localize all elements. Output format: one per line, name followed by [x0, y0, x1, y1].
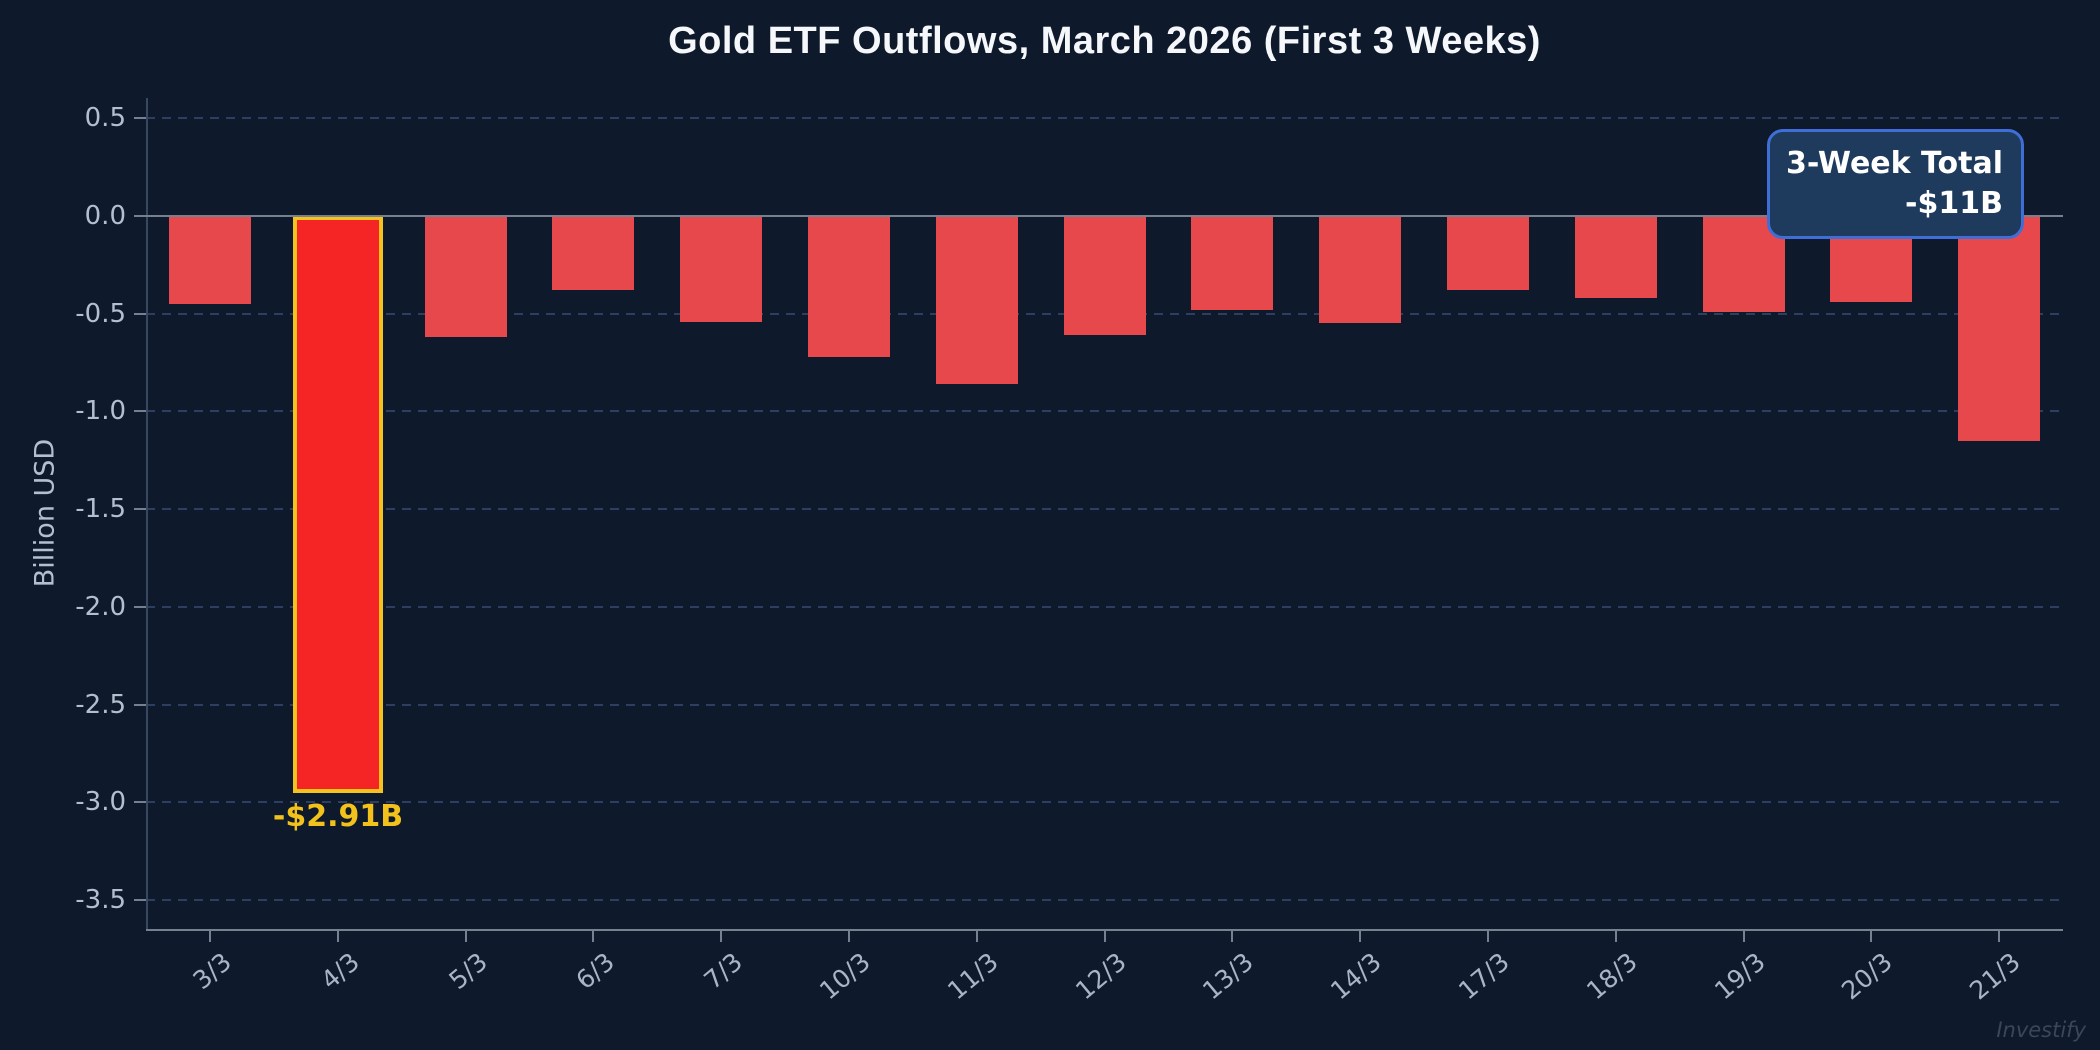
bar-18/3[interactable] — [1575, 216, 1657, 298]
gridline--3.0 — [146, 801, 2063, 804]
bar-12/3[interactable] — [1064, 216, 1146, 335]
x-tick-label-14/3: 14/3 — [1324, 947, 1387, 1006]
zero-line — [146, 215, 2063, 217]
gridline--2.5 — [146, 703, 2063, 706]
y-tick-label--2.0: -2.0 — [75, 591, 126, 622]
bar-11/3[interactable] — [936, 216, 1018, 384]
x-tick-21/3 — [1998, 931, 2000, 942]
x-tick-6/3 — [592, 931, 594, 942]
x-tick-13/3 — [1231, 931, 1233, 942]
x-tick-11/3 — [976, 931, 978, 942]
x-tick-12/3 — [1104, 931, 1106, 942]
highlight-value-label: -$2.91B — [272, 799, 404, 834]
y-tick--1.5 — [134, 508, 146, 511]
x-tick-label-6/3: 6/3 — [570, 947, 620, 996]
x-tick-label-5/3: 5/3 — [443, 947, 493, 996]
y-tick-label-0.0: 0.0 — [84, 201, 126, 231]
x-tick-5/3 — [465, 931, 467, 942]
gridline--2.0 — [146, 605, 2063, 608]
x-tick-4/3 — [337, 931, 339, 942]
total-annotation-value: -$11B — [1905, 186, 2003, 221]
y-tick--3.0 — [134, 801, 146, 804]
bar-7/3[interactable] — [680, 216, 762, 322]
x-tick-label-3/3: 3/3 — [187, 947, 237, 996]
x-tick-19/3 — [1743, 931, 1745, 942]
x-tick-10/3 — [848, 931, 850, 942]
bar-3/3[interactable] — [169, 216, 251, 304]
y-tick-0.0 — [134, 215, 146, 217]
x-tick-20/3 — [1870, 931, 1872, 942]
y-tick-label--3.5: -3.5 — [75, 884, 126, 915]
y-tick--1.0 — [134, 410, 146, 413]
total-annotation-label: 3-Week Total — [1785, 146, 2003, 181]
x-tick-7/3 — [720, 931, 722, 942]
bar-14/3[interactable] — [1319, 216, 1401, 323]
y-tick--3.5 — [134, 898, 146, 901]
x-tick-3/3 — [209, 931, 211, 942]
y-tick--2.0 — [134, 605, 146, 608]
y-tick-label--3.0: -3.0 — [75, 787, 126, 818]
bar-4/3[interactable] — [293, 216, 383, 793]
bar-6/3[interactable] — [552, 216, 634, 290]
x-tick-label-19/3: 19/3 — [1708, 947, 1771, 1006]
x-tick-label-21/3: 21/3 — [1963, 947, 2026, 1006]
y-tick-label--0.5: -0.5 — [75, 298, 126, 329]
bar-5/3[interactable] — [425, 216, 507, 337]
x-tick-label-10/3: 10/3 — [813, 947, 876, 1006]
watermark-logo: Investify — [1996, 1018, 2086, 1042]
x-tick-14/3 — [1359, 931, 1361, 942]
bar-13/3[interactable] — [1191, 216, 1273, 310]
y-tick-label-0.5: 0.5 — [84, 103, 126, 134]
x-tick-label-17/3: 17/3 — [1452, 947, 1515, 1006]
chart-title: Gold ETF Outflows, March 2026 (First 3 W… — [668, 20, 1541, 62]
x-tick-label-13/3: 13/3 — [1196, 947, 1259, 1006]
x-tick-label-4/3: 4/3 — [315, 947, 365, 996]
gridline--1.5 — [146, 508, 2063, 511]
y-tick-label--2.5: -2.5 — [75, 689, 126, 720]
x-tick-18/3 — [1615, 931, 1617, 942]
bar-10/3[interactable] — [808, 216, 890, 357]
bar-17/3[interactable] — [1447, 216, 1529, 290]
y-tick--2.5 — [134, 703, 146, 706]
bar-21/3[interactable] — [1958, 216, 2040, 441]
y-tick-0.5 — [134, 117, 146, 120]
y-tick--0.5 — [134, 312, 146, 315]
gridline--3.5 — [146, 898, 2063, 901]
x-axis-spine — [146, 929, 2063, 931]
x-tick-label-12/3: 12/3 — [1069, 947, 1132, 1006]
x-tick-label-18/3: 18/3 — [1580, 947, 1643, 1006]
y-tick-label--1.0: -1.0 — [75, 396, 126, 427]
x-tick-label-11/3: 11/3 — [941, 947, 1004, 1006]
y-axis-spine — [146, 98, 148, 929]
total-annotation-box: 3-Week Total -$11B — [1767, 129, 2024, 239]
x-tick-label-7/3: 7/3 — [698, 947, 748, 996]
x-tick-17/3 — [1487, 931, 1489, 942]
y-tick-label--1.5: -1.5 — [75, 494, 126, 525]
x-tick-label-20/3: 20/3 — [1835, 947, 1898, 1006]
gridline--1.0 — [146, 410, 2063, 413]
gridline-0.5 — [146, 117, 2063, 120]
